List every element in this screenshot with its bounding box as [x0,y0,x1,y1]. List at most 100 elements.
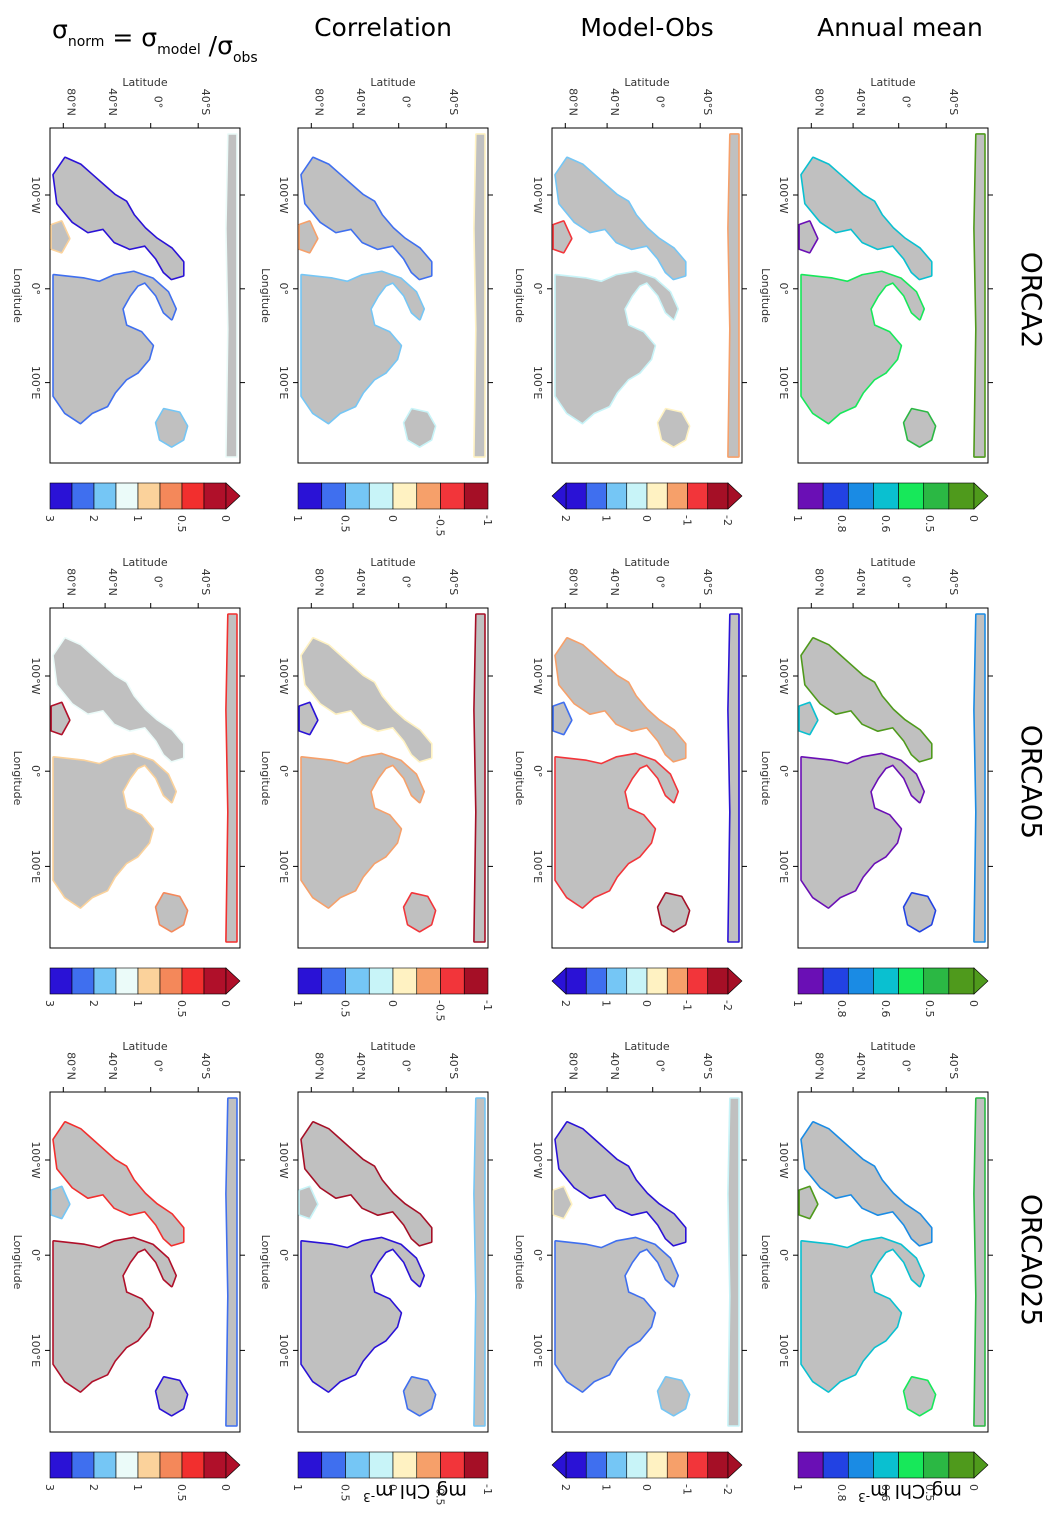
colorbar-tick-label: 3 [43,1000,56,1007]
colorbar-swatch [49,1451,73,1479]
colorbar-tick-label: 0 [967,1000,980,1007]
colorbar-tick-label: 0 [640,1484,653,1491]
land-mass [801,158,931,279]
colorbar-swatch [71,967,95,995]
latitude-axis-label: Latitude [122,76,168,89]
colorbar-swatch [707,482,729,510]
lon-tick-label: 100°E [277,850,290,883]
colorbar-swatch [115,482,139,510]
lat-tick-label: 0° [654,576,667,589]
lat-tick-label: 0° [654,96,667,109]
colorbar-tick-label: -2 [721,515,734,526]
colorbar-swatch [368,1451,394,1479]
land-mass [904,893,935,931]
land-mass [799,1187,817,1218]
colorbar-tick-label: 1 [291,1000,304,1007]
lon-tick-label: 100°W [29,657,42,694]
colorbar-swatch [392,482,418,510]
colorbar-swatch [115,967,139,995]
land-mass [53,272,176,423]
map-panel: 40°S 0° 40°N 80°N Latitude 100°W 0° 100°E Longit… [11,556,245,949]
colorbar-tick-label: 0.5 [339,1484,352,1502]
colorbar-swatch [137,1451,161,1479]
colorbar: -1 -0.5 0 0.5 1 [291,1451,494,1505]
land-mass [404,893,435,931]
land-mass [226,614,237,942]
longitude-axis-label: Longitude [759,751,772,806]
land-mass [53,1238,176,1392]
latitude-axis-label: Latitude [122,556,168,569]
colorbar-tick-label: 1 [131,1484,144,1491]
lon-tick-label: 100°E [29,850,42,883]
colorbar-swatch [416,1451,441,1479]
lat-tick-label: 40°N [854,568,867,596]
map-panel: 40°S 0° 40°N 80°N Latitude 100°W 0° 100°E Longit… [759,1040,993,1433]
colorbar-swatch [392,967,418,995]
lon-tick-label: 0° [277,283,290,296]
coastal-band [975,1099,985,1425]
colorbar-swatch [847,967,874,995]
colorbar-swatch [797,1451,824,1479]
colorbar-tick-label: -1 [681,515,694,526]
land-mass [51,221,69,252]
lat-tick-label: 40°S [447,569,460,595]
colorbar-swatch [666,1451,688,1479]
lat-tick-label: 80°N [64,568,77,596]
lat-tick-label: 40°S [947,569,960,595]
colorbar-tick-label: 0.8 [835,515,848,533]
land-mass [51,1187,69,1218]
colorbar: 0 0.5 1 2 3 [43,967,241,1018]
colorbar: 0 0.5 0.6 0.8 1 [791,967,989,1018]
land-mass [301,272,424,423]
latitude-axis-label: Latitude [122,1040,168,1053]
land-mass [299,703,317,734]
coastal-band [729,135,739,457]
svg-text:mg Chl m-3: mg Chl m-3 [858,1480,962,1504]
colorbar-tick-label: 0.5 [923,1484,936,1502]
colorbar-swatch [948,967,975,995]
colorbar-swatch [585,1451,607,1479]
colorbar-swatch [646,967,668,995]
colorbar-swatch [646,1451,668,1479]
land-mass [53,638,184,761]
lon-tick-label: 0° [29,765,42,778]
colorbar-tick-label: 0.6 [879,1484,892,1502]
longitude-axis-label: Longitude [11,751,24,806]
units-label: mg Chl m-3 [363,1480,467,1504]
colorbar-swatch [898,967,925,995]
colorbar-tick-label: -1 [681,1000,694,1011]
lon-tick-label: 100°E [29,366,42,399]
map-panel: 40°S 0° 40°N 80°N Latitude 100°W 0° 100°E Longit… [259,556,493,949]
colorbar-tick-label: 1 [791,1484,804,1491]
colorbar-tick-label: -1 [481,515,494,526]
lon-tick-label: 100°E [277,1334,290,1367]
row-title-orca2: ORCA2 [1015,252,1048,349]
lat-tick-label: 0° [152,576,165,589]
column-title-correlation: Correlation [314,13,452,42]
longitude-axis-label: Longitude [759,268,772,323]
colorbar-swatch [873,1451,899,1479]
coastal-band [975,135,985,457]
colorbar-tick-label: 1 [600,1484,613,1491]
coastal-band [729,1099,739,1425]
lat-tick-label: 0° [400,1060,413,1073]
colorbar-swatch [321,1451,346,1479]
coastal-band [658,894,688,931]
land-mass [301,754,424,908]
colorbar: -2 -1 0 1 2 [551,1451,743,1495]
colorbar-swatch [898,1451,925,1479]
colorbar-tick-label: 0.5 [339,515,352,533]
colorbar-swatch [345,482,370,510]
map-panel: 40°S 0° 40°N 80°N Latitude 100°W 0° 100°E Longit… [759,76,993,464]
longitude-axis-label: Longitude [11,1235,24,1290]
colorbar: 0 0.5 1 2 3 [43,482,241,533]
lon-tick-label: 100°E [531,366,544,399]
land-mass [799,221,817,252]
lon-tick-label: 100°W [277,657,290,694]
colorbar: -2 -1 0 1 2 [551,482,743,526]
land-mass [51,703,69,734]
colorbar-swatch [321,482,346,510]
colorbar-swatch [71,1451,95,1479]
land-mass [156,1377,187,1415]
units-label: mg Chl m-3 [858,1480,962,1504]
